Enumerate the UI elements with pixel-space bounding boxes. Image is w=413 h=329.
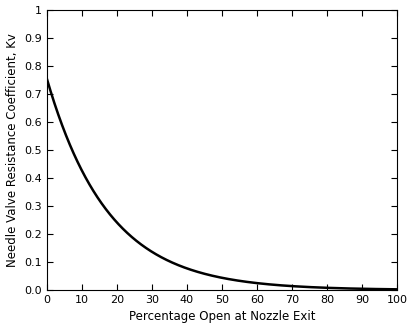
Y-axis label: Needle Valve Resistance Coefficient, Kv: Needle Valve Resistance Coefficient, Kv [5,33,19,267]
X-axis label: Percentage Open at Nozzle Exit: Percentage Open at Nozzle Exit [128,311,315,323]
